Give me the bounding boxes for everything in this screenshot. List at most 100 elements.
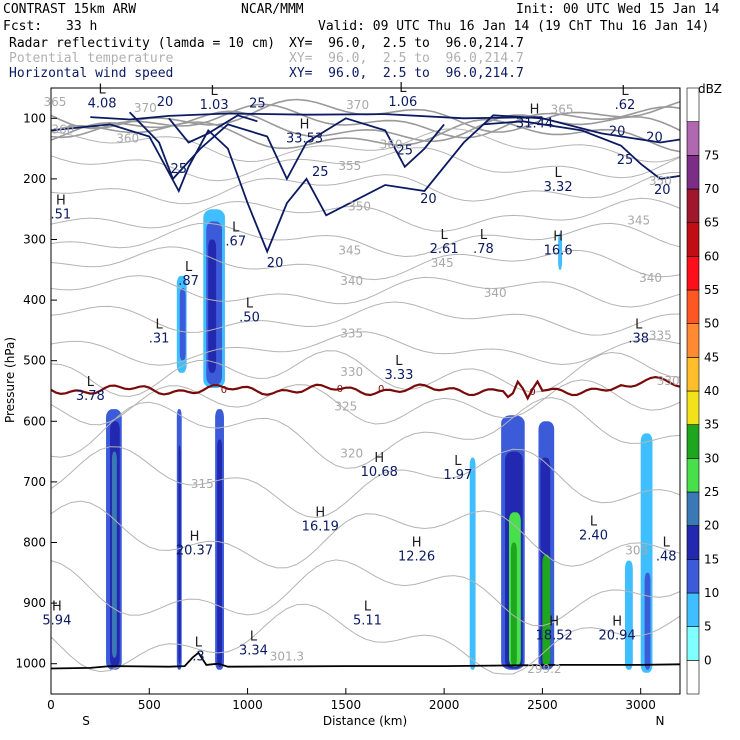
x-tick-label: 1500 — [331, 698, 362, 712]
y-tick-label: 600 — [23, 414, 46, 428]
extremum-type: L — [399, 81, 407, 96]
wind-speed-label: 25 — [397, 144, 414, 159]
theta-label: 335 — [340, 327, 363, 341]
colorbar-swatch — [686, 592, 700, 627]
theta-contour — [50, 103, 681, 139]
wind-speed-label: 20 — [420, 192, 437, 207]
theta-label: 370 — [346, 98, 369, 112]
endpoint-south: S — [82, 714, 90, 728]
reflectivity-cell — [217, 439, 223, 667]
extremum-value: .50 — [239, 310, 260, 325]
colorbar-swatch — [686, 559, 700, 594]
freezing-level-label: 0 — [378, 384, 384, 395]
theta-contour — [50, 110, 681, 143]
extremum-type: L — [635, 318, 643, 333]
reflectivity-cell — [510, 542, 517, 667]
theta-label: 360 — [116, 132, 139, 146]
colorbar-tick-label: 60 — [704, 249, 719, 263]
y-tick-label: 200 — [23, 172, 46, 186]
extremum-value: 16.19 — [302, 519, 339, 534]
forecast-label: Fcst: — [3, 19, 43, 34]
extremum-value: 3.78 — [76, 389, 105, 404]
extremum-type: H — [553, 230, 563, 245]
field-theta-xy: XY= 96.0, 2.5 to 96.0,214.7 — [289, 51, 524, 66]
field-reflectivity: Radar reflectivity (lamda = 10 cm) — [9, 36, 276, 51]
extremum-type: H — [300, 118, 310, 133]
colorbar-swatch — [686, 256, 700, 291]
x-tick-label: 0 — [47, 698, 55, 712]
extremum-value: .48 — [656, 550, 677, 565]
field-wind-xy: XY= 96.0, 2.5 to 96.0,214.7 — [289, 66, 524, 81]
theta-contour — [50, 172, 681, 205]
extremum-value: 2.61 — [430, 242, 459, 257]
extremum-type: L — [98, 82, 106, 97]
freezing-level-line — [50, 375, 681, 401]
colorbar-tick-label: 50 — [704, 317, 719, 331]
y-tick-label: 500 — [23, 354, 46, 368]
theta-label: 370 — [134, 101, 157, 115]
colorbar-swatch — [686, 626, 700, 661]
theta-label: 345 — [431, 256, 454, 270]
colorbar-swatch — [686, 222, 700, 257]
extremum-value: 3.34 — [239, 644, 268, 659]
freezing-level-label: 0 — [529, 387, 535, 398]
wind-contour — [50, 114, 681, 254]
extremum-type: L — [480, 228, 488, 243]
theta-contour — [50, 222, 681, 258]
colorbar-tick-label: 65 — [704, 216, 719, 230]
extremum-type: L — [441, 228, 449, 243]
theta-contour — [50, 246, 681, 281]
wind-speed-label: 25 — [312, 165, 329, 180]
y-tick-label: 300 — [23, 233, 46, 247]
extremum-value: .3 — [192, 650, 204, 665]
wind-contour — [483, 120, 681, 180]
reflectivity-cell — [208, 239, 217, 373]
extremum-value: 33.53 — [286, 132, 323, 147]
theta-contour — [50, 350, 681, 398]
colorbar-tick-label: 55 — [704, 283, 719, 297]
extremum-value: 31.44 — [516, 116, 553, 131]
colorbar-swatch — [686, 458, 700, 493]
wind-speed-label: 20 — [609, 124, 626, 139]
extremum-value: .51 — [50, 207, 71, 222]
theta-contour — [50, 397, 681, 469]
x-axis-title: Distance (km) — [323, 714, 407, 728]
extremum-type: L — [185, 260, 193, 275]
theta-label: 340 — [340, 274, 363, 288]
extremum-value: 4.08 — [88, 96, 117, 111]
theta-label: 301.3 — [270, 650, 304, 664]
theta-label: 330 — [340, 365, 363, 379]
x-tick-label: 3000 — [625, 698, 656, 712]
y-axis-title: Pressure (hPa) — [3, 337, 17, 423]
theta-label: 350 — [348, 199, 371, 213]
theta-contour — [50, 275, 681, 308]
extremum-type: L — [395, 354, 403, 369]
theta-contour — [50, 301, 681, 336]
theta-label: 340 — [639, 271, 662, 285]
extremum-type: L — [232, 221, 240, 236]
wind-speed-label: 25 — [170, 162, 187, 177]
extremum-value: .38 — [628, 332, 649, 347]
extremum-value: .78 — [473, 242, 494, 257]
extremum-type: H — [56, 193, 66, 208]
extremum-type: L — [246, 296, 254, 311]
extremum-type: H — [530, 102, 540, 117]
org-label: NCAR/MMM — [241, 2, 304, 17]
colorbar-tick-label: 30 — [704, 451, 719, 465]
extremum-value: 10.68 — [361, 465, 398, 480]
colorbar-swatch — [686, 357, 700, 392]
extremum-type: L — [454, 454, 462, 469]
colorbar-swatch — [686, 491, 700, 526]
extremum-type: L — [364, 599, 372, 614]
extremum-value: 18.52 — [536, 628, 573, 643]
extremum-value: .31 — [149, 332, 170, 347]
extremum-value: 20.94 — [598, 628, 635, 643]
extremum-value: 16.6 — [544, 244, 573, 259]
colorbar-tick-label: 75 — [704, 148, 719, 162]
colorbar-tick-label: 40 — [704, 384, 719, 398]
terrain-line — [50, 651, 681, 670]
colorbar-swatch — [686, 188, 700, 223]
theta-label: 355 — [338, 159, 361, 173]
freezing-level-label: 0 — [337, 384, 343, 395]
extremum-value: 1.97 — [443, 468, 472, 483]
